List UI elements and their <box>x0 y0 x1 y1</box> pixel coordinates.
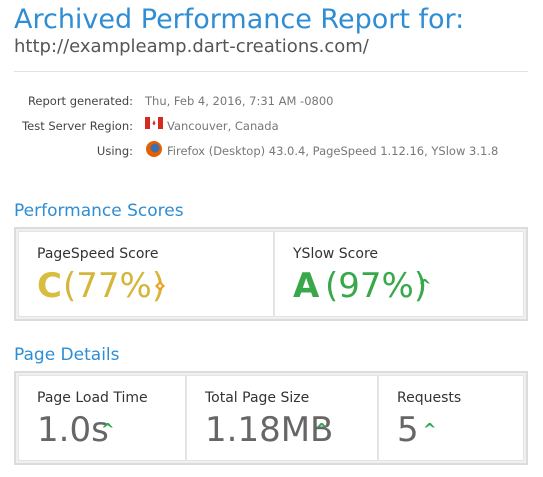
meta-label: Test Server Region: <box>22 119 133 133</box>
report-title: Archived Performance Report for: <box>14 4 465 35</box>
score-cell: YSlow Score A (97%) ^ <box>274 231 524 317</box>
meta-label: Using: <box>96 144 133 158</box>
score-label: YSlow Score <box>293 246 379 262</box>
firefox-icon <box>146 141 162 157</box>
detail-cell: Total Page Size 1.18MB ^ <box>186 375 378 461</box>
meta-value: Vancouver, Canada <box>167 119 279 133</box>
up-icon: ^ <box>418 276 432 295</box>
detail-cell: Requests 5 ^ <box>378 375 524 461</box>
up-icon: ^ <box>315 420 329 439</box>
scores-box: PageSpeed Score C (77%) YSlow Score A (9… <box>14 227 528 321</box>
detail-value: 1.18MB <box>205 410 334 450</box>
detail-value: 5 <box>397 410 419 450</box>
canada-flag <box>145 117 163 129</box>
detail-label: Requests <box>397 390 462 406</box>
meta-label: Report generated: <box>27 94 133 108</box>
score-percent: (97%) <box>325 266 428 306</box>
detail-label: Page Load Time <box>37 390 148 406</box>
detail-value: 1.0s <box>37 410 109 450</box>
up-icon: ^ <box>101 420 115 439</box>
grade: A <box>293 266 320 306</box>
separator <box>14 71 528 72</box>
score-label: PageSpeed Score <box>37 246 159 262</box>
detail-label: Total Page Size <box>205 390 310 406</box>
report-url[interactable]: http://exampleamp.dart-creations.com/ <box>14 36 369 57</box>
neutral-icon <box>155 281 165 291</box>
grade: C <box>37 266 62 306</box>
meta-value: Thu, Feb 4, 2016, 7:31 AM -0800 <box>145 94 334 108</box>
score-cell: PageSpeed Score C (77%) <box>18 231 274 317</box>
detail-cell: Page Load Time 1.0s ^ <box>18 375 186 461</box>
section-title: Page Details <box>14 345 120 365</box>
details-box: Page Load Time 1.0s ^ Total Page Size 1.… <box>14 371 528 465</box>
score-percent: (77%) <box>63 266 166 306</box>
section-title: Performance Scores <box>14 201 184 221</box>
up-icon: ^ <box>423 420 437 439</box>
meta-value: Firefox (Desktop) 43.0.4, PageSpeed 1.12… <box>167 144 499 158</box>
